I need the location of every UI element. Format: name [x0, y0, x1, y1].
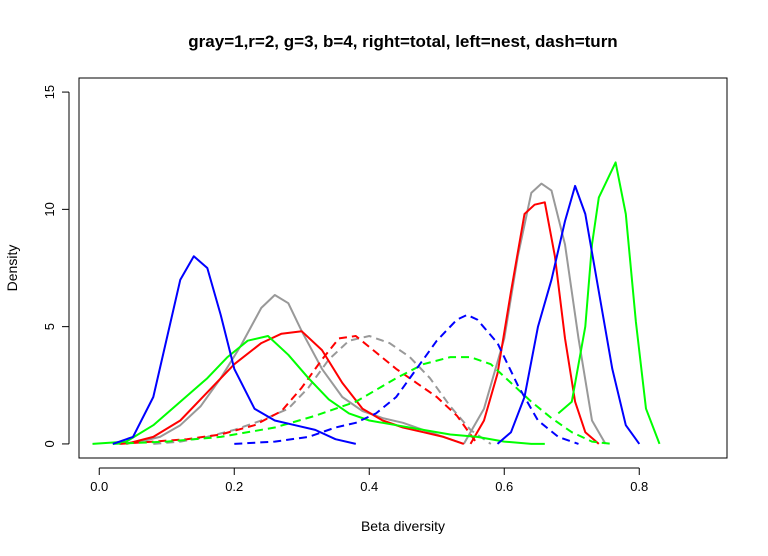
- density-line-7: [92, 335, 545, 445]
- density-line-4: [126, 330, 465, 445]
- y-tick-label: 10: [42, 202, 57, 216]
- density-line-1: [119, 294, 465, 445]
- plot-frame: [78, 77, 728, 459]
- x-tick-label: 0.0: [90, 479, 108, 494]
- density-line-5: [469, 201, 600, 445]
- y-tick-label: 5: [42, 323, 57, 330]
- y-tick-label: 15: [42, 85, 57, 99]
- x-axis-label: Beta diversity: [361, 518, 445, 534]
- x-tick-label: 0.6: [495, 479, 513, 494]
- density-line-10: [112, 255, 357, 445]
- x-tick-label: 0.8: [630, 479, 648, 494]
- x-tick-label: 0.4: [360, 479, 378, 494]
- density-line-8: [557, 161, 661, 445]
- y-axis-label: Density: [4, 245, 20, 292]
- density-line-11: [496, 184, 641, 445]
- density-line-3: [153, 335, 492, 445]
- density-line-9: [112, 356, 613, 445]
- density-line-6: [119, 335, 479, 445]
- density-line-2: [462, 182, 607, 445]
- y-tick-label: 0: [42, 440, 57, 447]
- chart-title: gray=1,r=2, g=3, b=4, right=total, left=…: [188, 32, 617, 51]
- x-tick-label: 0.2: [225, 479, 243, 494]
- series-layer: [92, 161, 661, 445]
- density-line-12: [234, 313, 579, 445]
- axis-layer: 0.0 0.2 0.4 0.6 0.8 0 5 10 15: [42, 85, 648, 494]
